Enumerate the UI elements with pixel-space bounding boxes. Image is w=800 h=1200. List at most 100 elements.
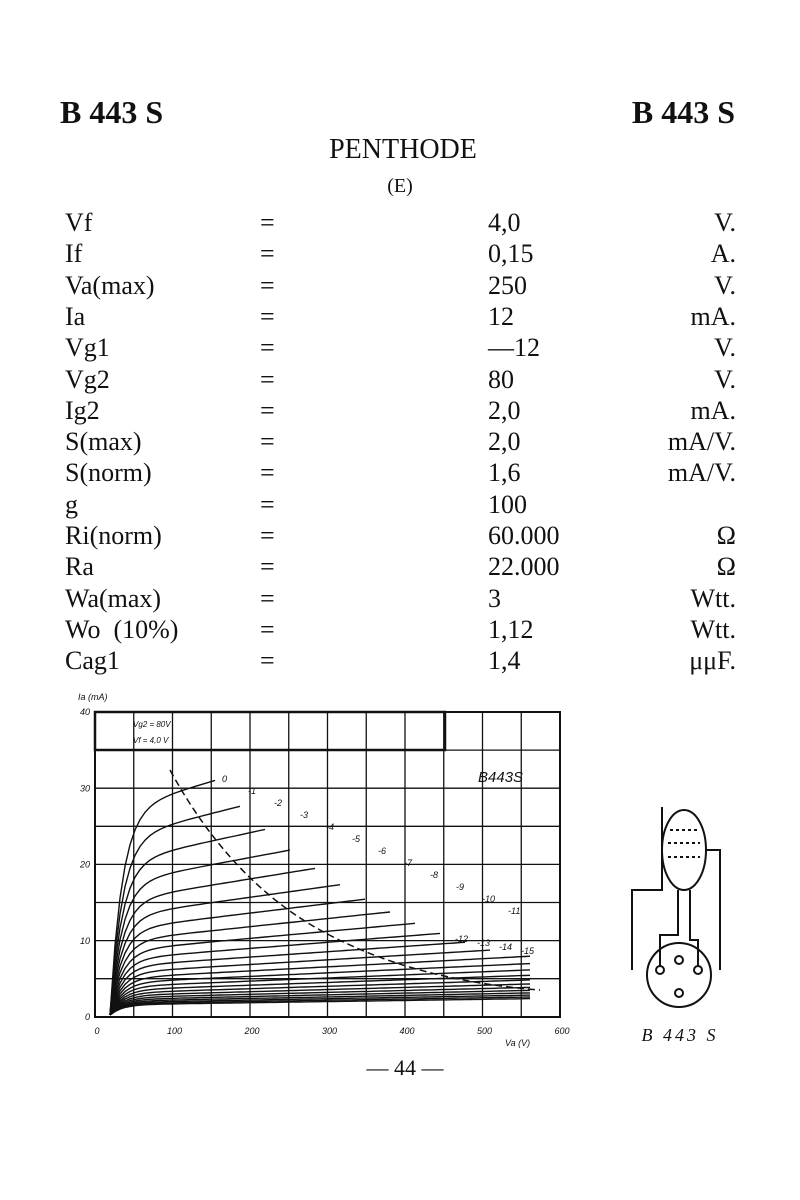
curve — [109, 962, 531, 1016]
curve — [109, 994, 531, 1016]
param-unit: Wtt. — [690, 583, 737, 613]
param-name: Wo (10%) — [65, 614, 179, 644]
curve — [109, 805, 241, 1016]
param-name: S(max) — [65, 427, 142, 457]
y-tick-label: 20 — [79, 860, 90, 870]
x-tick-label: 300 — [322, 1026, 337, 1036]
param-unit: V. — [714, 270, 736, 300]
x-tick-label: 400 — [399, 1026, 414, 1036]
curve-label: -8 — [430, 870, 438, 880]
curve — [109, 997, 531, 1016]
y-tick-label: 30 — [80, 783, 90, 793]
param-name: Ra — [65, 552, 94, 582]
equals: = — [260, 552, 275, 582]
param-value: 1,12 — [488, 614, 534, 644]
param-value: 250 — [488, 270, 527, 300]
curve — [109, 932, 441, 1016]
curve — [109, 941, 466, 1016]
equals: = — [260, 395, 275, 425]
param-unit: Ω — [716, 521, 736, 550]
equals: = — [260, 333, 275, 363]
param-name: g — [65, 489, 78, 519]
curve — [109, 922, 416, 1016]
param-unit: mA. — [690, 301, 737, 331]
curve — [109, 828, 266, 1016]
curve-label: -9 — [456, 882, 464, 892]
equals: = — [260, 583, 275, 613]
tube-type: PENTHODE — [329, 134, 477, 165]
param-value: 4,0 — [488, 208, 521, 237]
x-tick-label: 0 — [94, 1026, 99, 1036]
base-diagram: B 443 S — [631, 807, 721, 1045]
param-value: 80 — [488, 364, 514, 394]
param-value: 100 — [488, 489, 527, 519]
equals: = — [260, 270, 275, 300]
equals: = — [260, 427, 275, 457]
diagram-label: B 443 S — [642, 1025, 719, 1045]
param-unit: mA/V. — [667, 458, 736, 488]
curve-label: -13 — [477, 938, 490, 948]
curve — [109, 955, 531, 1016]
y-axis-label: Ia (mA) — [78, 692, 108, 702]
equals: = — [260, 458, 275, 488]
curve — [109, 983, 531, 1016]
param-name: If — [65, 239, 83, 269]
equals: = — [260, 364, 275, 394]
x-tick-label: 100 — [167, 1026, 182, 1036]
curve-label: -7 — [404, 858, 413, 868]
annotation: Vg2 = 80V — [133, 720, 171, 729]
equals: = — [260, 646, 275, 676]
param-value: 2,0 — [488, 395, 521, 425]
title-left: B 443 S — [60, 94, 164, 130]
curve — [109, 849, 291, 1016]
curve-label: 0 — [222, 774, 227, 784]
curve — [109, 989, 531, 1016]
param-unit: A. — [710, 239, 736, 269]
param-name: Ri(norm) — [65, 521, 162, 550]
equals: = — [260, 521, 275, 550]
param-value: 1,4 — [488, 646, 521, 676]
param-name: Wa(max) — [65, 583, 162, 613]
param-unit: mA. — [690, 395, 737, 425]
x-tick-label: 200 — [243, 1026, 259, 1036]
param-name: S(norm) — [65, 458, 152, 488]
curve-label: -10 — [482, 894, 495, 904]
param-value: 1,6 — [488, 458, 521, 488]
param-name: Va(max) — [65, 270, 155, 300]
curve — [109, 867, 316, 1016]
page-number: — 44 — — [366, 1055, 444, 1080]
curve-label: -12 — [455, 934, 468, 944]
curve-label: -3 — [300, 810, 308, 820]
param-unit: μμF. — [689, 646, 736, 676]
param-name: Vg2 — [65, 364, 110, 394]
curve — [109, 779, 216, 1016]
y-tick-label: 10 — [80, 936, 90, 946]
param-unit: Ω — [716, 552, 736, 582]
equals: = — [260, 208, 275, 237]
curve — [109, 898, 366, 1016]
tube-class: (E) — [387, 175, 413, 197]
param-unit: mA/V. — [667, 427, 736, 457]
curve — [109, 996, 531, 1016]
param-unit: Wtt. — [690, 614, 737, 644]
curve — [109, 884, 341, 1016]
equals: = — [260, 239, 275, 269]
param-name: Vg1 — [65, 333, 110, 363]
curve-label: -11 — [508, 906, 520, 916]
curve — [109, 986, 531, 1016]
curve — [109, 974, 531, 1016]
param-value: 2,0 — [488, 427, 521, 457]
equals: = — [260, 301, 275, 331]
param-name: Ig2 — [65, 395, 100, 425]
param-value: 3 — [488, 583, 501, 613]
curve-label: -14 — [499, 942, 512, 952]
chart-label: B443S — [478, 769, 523, 786]
equals: = — [260, 614, 275, 644]
curve-label: -15 — [521, 946, 535, 956]
equals: = — [260, 489, 275, 519]
x-tick-label: 500 — [477, 1026, 492, 1036]
y-tick-label: 40 — [80, 707, 90, 717]
param-value: —12 — [488, 333, 540, 363]
